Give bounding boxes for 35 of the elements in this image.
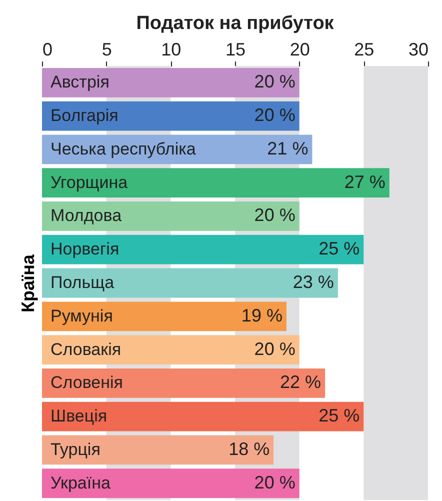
y-tick-label: Чеська республіка bbox=[50, 139, 196, 158]
y-tick-label: Турція bbox=[50, 440, 100, 459]
data-label: 20 % bbox=[254, 72, 296, 92]
x-tick-label: 20 bbox=[290, 40, 310, 60]
data-label: 19 % bbox=[241, 305, 282, 326]
chart-title: Податок на прибуток bbox=[136, 13, 334, 34]
x-tick-label: 30 bbox=[408, 40, 428, 60]
x-tick-label: 5 bbox=[102, 40, 112, 60]
y-tick-label: Угорщина bbox=[50, 172, 128, 192]
data-label: 25 % bbox=[318, 406, 360, 426]
y-tick-label: Польща bbox=[50, 273, 115, 292]
data-label: 23 % bbox=[292, 272, 334, 292]
x-tick-label: 0 bbox=[42, 40, 53, 60]
data-label: 18 % bbox=[228, 438, 270, 459]
y-axis-title: Країна bbox=[18, 254, 38, 312]
y-tick-label: Словакія bbox=[50, 340, 122, 359]
data-label: 20 % bbox=[254, 205, 296, 226]
y-tick-label: Австрія bbox=[50, 72, 110, 92]
y-tick-label: Швеція bbox=[50, 406, 108, 426]
x-tick-label: 25 bbox=[354, 40, 374, 60]
data-label: 22 % bbox=[280, 372, 322, 392]
x-tick-label: 10 bbox=[161, 40, 182, 60]
data-label: 20 % bbox=[254, 472, 296, 492]
data-label: 27 % bbox=[344, 172, 386, 192]
x-tick-label: 15 bbox=[225, 40, 246, 60]
y-tick-label: Румунія bbox=[50, 306, 113, 326]
y-tick-label: Молдова bbox=[50, 206, 122, 226]
data-label: 20 % bbox=[254, 338, 296, 359]
data-label: 21 % bbox=[267, 138, 308, 158]
y-tick-label: Болгарія bbox=[50, 106, 118, 126]
y-tick-label: Словенія bbox=[50, 373, 124, 392]
y-tick-label: Україна bbox=[50, 473, 111, 492]
data-label: 25 % bbox=[318, 238, 360, 259]
data-label: 20 % bbox=[254, 105, 296, 126]
y-tick-label: Норвегія bbox=[50, 240, 120, 259]
